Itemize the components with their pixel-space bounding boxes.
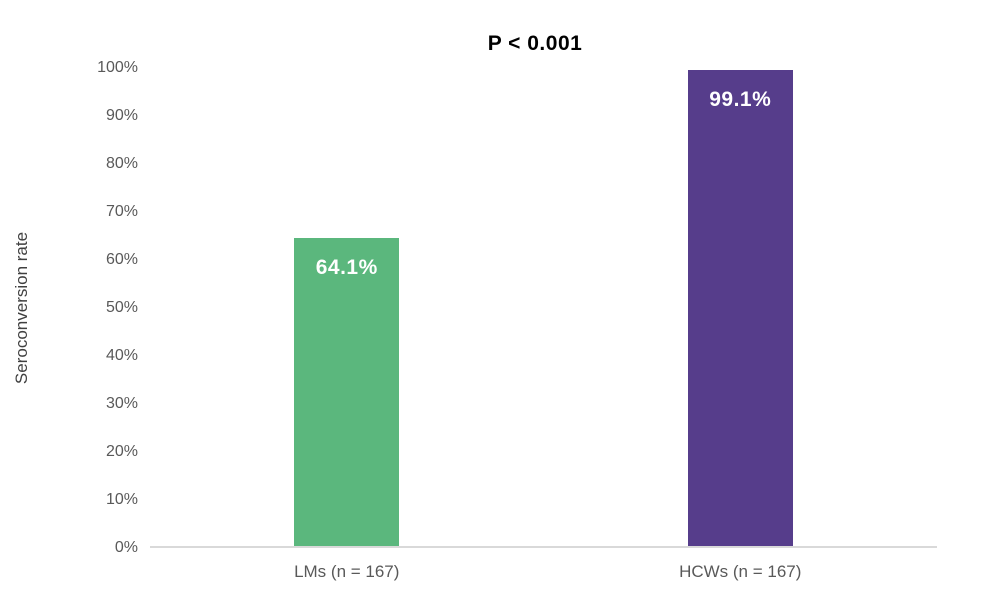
x-category-label: LMs (n = 167) bbox=[294, 562, 400, 581]
y-axis-label: Seroconversion rate bbox=[12, 231, 31, 385]
y-tick-label: 0% bbox=[114, 539, 138, 556]
plot-area: 64.1% 99.1% bbox=[150, 68, 937, 548]
bar-data-label: 64.1% bbox=[315, 256, 378, 280]
y-tick-label: 40% bbox=[105, 347, 138, 364]
y-tick-label: 70% bbox=[105, 203, 138, 220]
bar-lms: 64.1% bbox=[294, 238, 400, 546]
x-category-label: HCWs (n = 167) bbox=[679, 562, 802, 581]
chart-title: P < 0.001 bbox=[487, 32, 583, 55]
y-tick-label: 20% bbox=[105, 443, 138, 460]
y-tick-label: 90% bbox=[105, 107, 138, 124]
bar-data-label: 99.1% bbox=[709, 88, 772, 112]
bar-hcws: 99.1% bbox=[687, 70, 793, 546]
y-tick-label: 60% bbox=[105, 251, 138, 268]
y-tick-label: 80% bbox=[105, 155, 138, 172]
y-tick-label: 10% bbox=[105, 491, 138, 508]
y-tick-label: 50% bbox=[105, 299, 138, 316]
y-tick-label: 30% bbox=[105, 395, 138, 412]
y-tick-label: 100% bbox=[97, 59, 138, 76]
